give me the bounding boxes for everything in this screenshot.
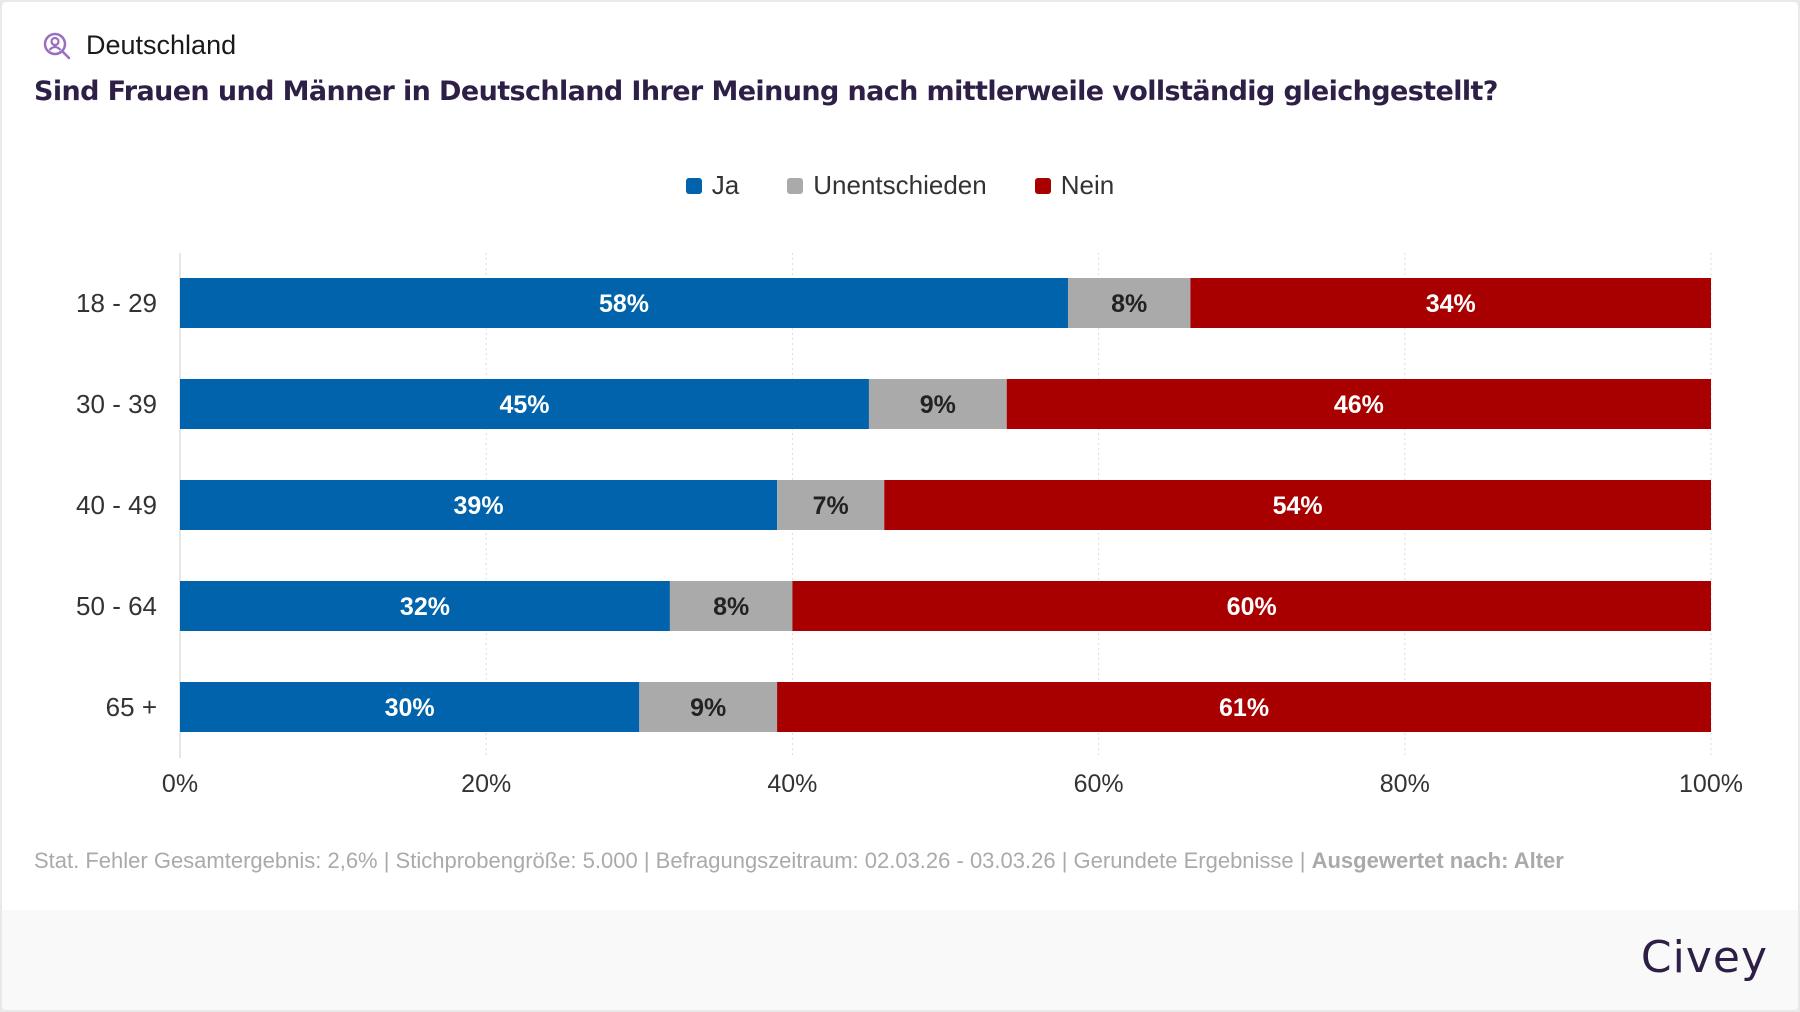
bar-segment-unentschieden	[669, 581, 793, 631]
bar-segment-nein	[777, 682, 1711, 732]
category-label: 30 - 39	[76, 389, 157, 419]
data-label: 9%	[920, 391, 956, 419]
bar-segment-nein	[1190, 278, 1711, 328]
x-tick-label: 40%	[767, 770, 817, 798]
legend-label: Nein	[1060, 170, 1115, 200]
footnote-grouping: Ausgewertet nach: Alter	[1311, 848, 1564, 873]
legend-item-ja: Ja	[685, 170, 740, 201]
legend-swatch	[787, 177, 804, 194]
civey-logo: Civey	[1640, 932, 1768, 983]
bar-segment-ja	[180, 278, 1068, 328]
bar-segment-unentschieden	[777, 480, 885, 530]
bar-segment-ja	[180, 379, 869, 429]
bar-segment-unentschieden	[1067, 278, 1191, 328]
data-label: 7%	[813, 492, 849, 520]
legend-swatch	[685, 177, 702, 194]
region-header: Deutschland	[42, 30, 236, 61]
data-label: 8%	[713, 593, 749, 621]
category-label: 18 - 29	[76, 288, 157, 318]
x-tick-label: 0%	[162, 770, 198, 798]
bar-segment-nein	[792, 581, 1711, 631]
data-label: 46%	[1334, 391, 1384, 419]
legend-label: Unentschieden	[813, 170, 987, 200]
legend-item-nein: Nein	[1034, 170, 1115, 201]
legend-label: Ja	[711, 170, 740, 200]
data-label: 58%	[599, 290, 649, 318]
bar-segment-ja	[180, 682, 640, 732]
data-label: 8%	[1111, 290, 1147, 318]
data-label: 54%	[1273, 492, 1323, 520]
bar-segment-nein	[1006, 379, 1711, 429]
data-label: 60%	[1227, 593, 1277, 621]
data-label: 32%	[400, 593, 450, 621]
x-tick-label: 20%	[461, 770, 511, 798]
bar-segment-ja	[180, 480, 778, 530]
data-label: 9%	[690, 694, 726, 722]
bar-segment-nein	[884, 480, 1711, 530]
region-label: Deutschland	[86, 30, 237, 60]
legend-swatch	[1034, 177, 1051, 194]
data-label: 39%	[454, 492, 504, 520]
bar-segment-unentschieden	[868, 379, 1007, 429]
data-label: 61%	[1219, 694, 1269, 722]
data-label: 34%	[1426, 290, 1476, 318]
footer-band: Civey	[2, 910, 1798, 1010]
location-search-icon	[43, 32, 71, 59]
legend: Ja Unentschieden Nein	[2, 170, 1798, 201]
footnote-text: Stat. Fehler Gesamtergebnis: 2,6% | Stic…	[34, 848, 1312, 873]
x-tick-label: 80%	[1380, 770, 1430, 798]
question-title: Sind Frauen und Männer in Deutschland Ih…	[34, 76, 1498, 107]
category-label: 65 +	[106, 692, 157, 722]
x-tick-label: 100%	[1679, 770, 1743, 798]
legend-item-unentschieden: Unentschieden	[787, 170, 987, 201]
data-label: 30%	[385, 694, 435, 722]
category-label: 50 - 64	[76, 591, 157, 621]
stacked-bar-chart: 0% 20% 40% 60% 80% 100% 18 - 29 58% 8% 34% 30 - 39…	[76, 253, 1743, 798]
bar-segment-ja	[180, 581, 670, 631]
x-tick-label: 60%	[1074, 770, 1124, 798]
footnote: Stat. Fehler Gesamtergebnis: 2,6% | Stic…	[34, 848, 1564, 874]
data-label: 45%	[499, 391, 549, 419]
category-label: 40 - 49	[76, 490, 157, 520]
bar-segment-unentschieden	[639, 682, 778, 732]
